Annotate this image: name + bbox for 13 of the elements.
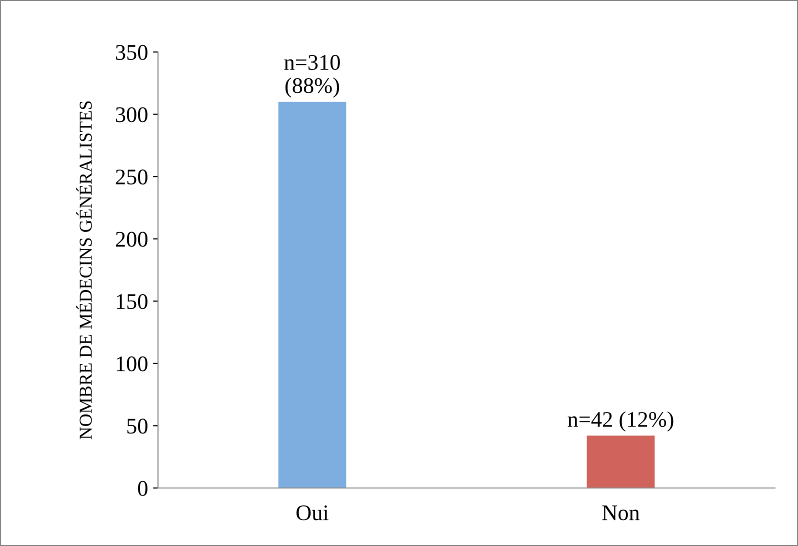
y-tick-label: 100 xyxy=(116,356,148,372)
y-tick-label: 50 xyxy=(127,418,148,434)
data-label: n=310 (88%) xyxy=(284,54,340,98)
data-label: n=42 (12%) xyxy=(568,411,674,432)
y-tick-label: 200 xyxy=(116,232,148,247)
x-tick-label: Non xyxy=(602,506,640,520)
y-tick-label: 0 xyxy=(138,480,148,496)
x-tick-label: Oui xyxy=(296,505,328,520)
y-tick-label: 250 xyxy=(116,170,148,184)
y-tick-label: 300 xyxy=(116,107,148,122)
y-axis-title: NOMBRE DE MÉDECINS GÉNÉRALISTES xyxy=(76,101,92,440)
y-tick-label: 150 xyxy=(116,294,148,310)
y-tick-label: 350 xyxy=(116,44,148,60)
